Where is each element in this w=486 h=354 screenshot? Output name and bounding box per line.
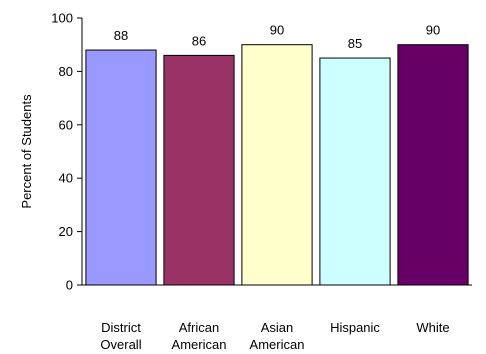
category-label-line: District [101,320,141,335]
bar [85,49,157,286]
bar [397,44,469,286]
bar-value-label: 90 [426,23,440,38]
bar-value-label: 88 [114,28,128,43]
category-label-line: Asian [261,320,294,335]
y-tick-label: 0 [66,278,73,293]
y-tick-label: 80 [59,64,73,79]
y-tick-label: 100 [51,11,73,26]
data-labels-group: 88 86 90 85 90 [114,23,440,51]
y-tick-label: 40 [59,171,73,186]
category-label-line: American [250,337,305,352]
bars-group [85,44,469,286]
category-label-line: Hispanic [330,320,380,335]
bar [319,57,391,286]
y-tick-label: 20 [59,224,73,239]
bar-value-label: 90 [270,23,284,38]
bar [241,44,313,286]
category-label-line: White [416,320,449,335]
y-axis-ticks: 0 20 40 60 80 100 [51,11,82,293]
y-tick-label: 60 [59,117,73,132]
category-label-line: American [172,337,227,352]
bar-value-label: 86 [192,33,206,48]
bar [163,54,235,286]
category-label: Asian American [250,320,305,352]
category-label-line: Overall [100,337,141,352]
category-label: District Overall [100,320,141,352]
category-label: Hispanic [330,320,380,335]
category-label: White [416,320,449,335]
y-axis-title: Percent of Students [19,94,34,209]
category-label-line: African [179,320,219,335]
bar-value-label: 85 [348,36,362,51]
x-axis-labels: District Overall African American Asian Ameri… [100,320,449,352]
category-label: African American [172,320,227,352]
